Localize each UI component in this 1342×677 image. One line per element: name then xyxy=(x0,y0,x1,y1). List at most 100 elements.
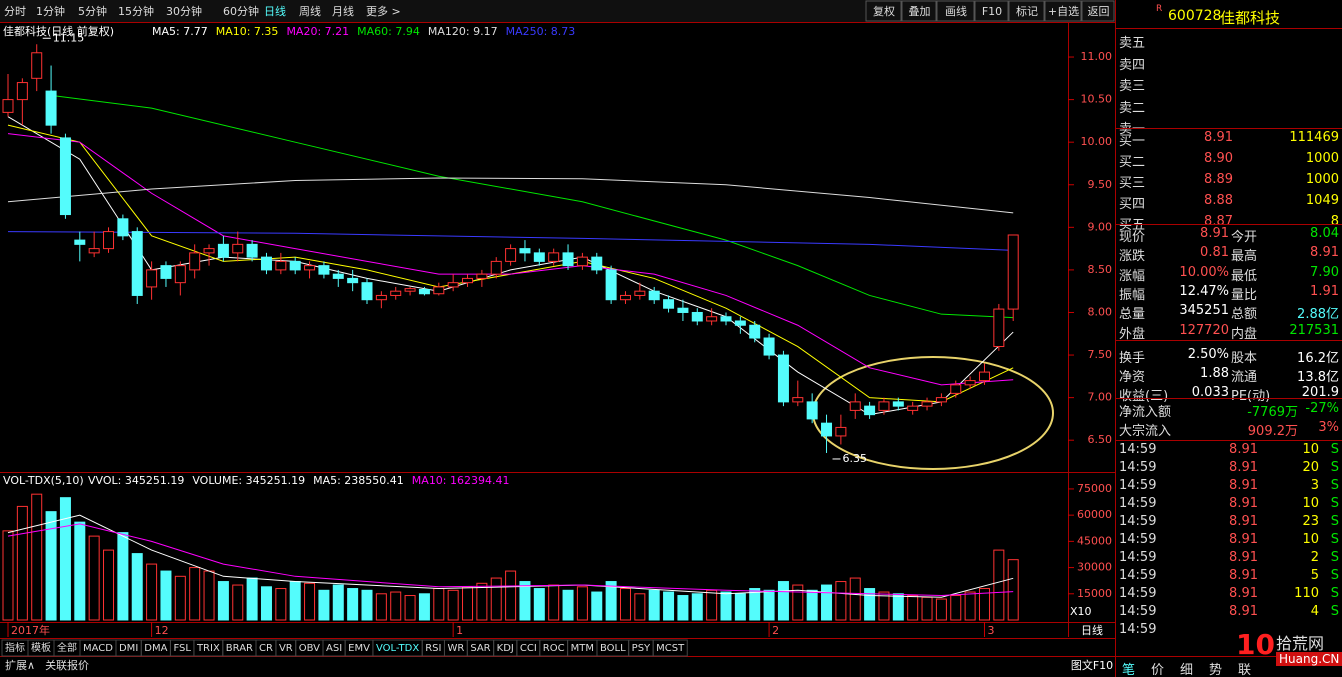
flow-value: 909.2万 xyxy=(1247,424,1298,439)
indicator-tab[interactable]: WR xyxy=(447,643,464,654)
toolbar-button[interactable]: 标记 xyxy=(1016,4,1038,18)
candle-body xyxy=(347,277,359,284)
trade-time: 14:59 xyxy=(1119,478,1157,493)
toolbar-button[interactable]: +自选 xyxy=(1048,5,1079,18)
trade-volume: 10 xyxy=(1302,532,1319,547)
candle-body xyxy=(361,282,373,301)
sell-label: 卖二 xyxy=(1119,100,1146,116)
indicator-tab[interactable]: MACD xyxy=(83,643,113,654)
toolbar-button[interactable]: F10 xyxy=(982,5,1002,18)
candle-body xyxy=(634,290,646,296)
f10-button[interactable]: 图文F10 xyxy=(1071,658,1113,672)
stat-label: 振幅 xyxy=(1119,287,1146,303)
trade-volume: 2 xyxy=(1310,550,1319,565)
toolbar-box xyxy=(936,0,975,22)
indicator-tab[interactable]: TRIX xyxy=(196,643,220,654)
indicator-tab[interactable]: DMI xyxy=(119,643,138,654)
indicator-tab[interactable]: CR xyxy=(259,643,273,654)
panel-tab[interactable]: 笔 xyxy=(1122,663,1136,677)
indicator-tab[interactable]: ASI xyxy=(326,643,342,654)
toolbar-button[interactable]: 月线 xyxy=(332,4,354,18)
y-tick-label: 9.50 xyxy=(1088,178,1113,191)
toolbar-button[interactable]: 5分钟 xyxy=(78,4,107,18)
indicator-tab[interactable]: 全部 xyxy=(57,641,77,654)
indicator-tab[interactable]: RSI xyxy=(425,643,441,654)
indicator-tab[interactable]: KDJ xyxy=(497,643,514,654)
volume-bar xyxy=(189,567,201,621)
toolbar-button[interactable]: 画线 xyxy=(945,4,967,18)
volume-bar xyxy=(404,595,416,621)
toolbar-button[interactable]: 1分钟 xyxy=(36,4,65,18)
indicator-tab[interactable]: CCI xyxy=(520,643,537,654)
period-label[interactable]: 日线 xyxy=(1081,623,1103,637)
trade-price: 8.91 xyxy=(1229,586,1258,601)
panel-tab[interactable]: 联 xyxy=(1238,663,1252,677)
candle-body xyxy=(978,371,990,382)
trade-time: 14:59 xyxy=(1119,604,1157,619)
volume-bar xyxy=(562,589,574,621)
ma-legend: MA60: 7.94 xyxy=(357,25,420,38)
x-tick-label: 2 xyxy=(772,624,779,637)
candle-body xyxy=(777,354,789,403)
volume-bar xyxy=(117,532,129,621)
volume-bar xyxy=(950,595,962,621)
bottom-tab[interactable]: 关联报价 xyxy=(45,658,89,672)
trade-time: 14:59 xyxy=(1119,550,1157,565)
ma-line xyxy=(51,94,1014,319)
candle-body xyxy=(993,308,1005,348)
trade-side: S xyxy=(1330,586,1339,601)
stat-value: 12.47% xyxy=(1179,283,1229,299)
toolbar-button[interactable]: 15分钟 xyxy=(118,4,154,18)
extreme-label: 11.15 xyxy=(53,31,85,44)
trade-side: S xyxy=(1330,568,1339,583)
candle-body xyxy=(88,248,100,254)
toolbar-button[interactable]: 叠加 xyxy=(909,5,931,18)
ma-legend: MA5: 7.77 xyxy=(152,25,208,38)
volume-bar xyxy=(31,493,43,621)
stat-label: 换手 xyxy=(1119,350,1146,366)
stat-value: 0.033 xyxy=(1191,385,1229,401)
indicator-tab[interactable]: VR xyxy=(279,643,293,654)
toolbar-button[interactable]: 60分钟 xyxy=(223,4,259,18)
candle-body xyxy=(404,288,416,292)
volume-bar xyxy=(505,570,517,621)
indicator-tab[interactable]: DMA xyxy=(144,643,167,654)
indicator-tab[interactable]: BRAR xyxy=(226,643,253,654)
indicator-tab[interactable]: BOLL xyxy=(600,643,626,654)
indicator-tab[interactable]: EMV xyxy=(348,643,370,654)
indicator-tab[interactable]: MTM xyxy=(571,643,594,654)
ma-legend: MA250: 8.73 xyxy=(506,25,576,38)
x-tick-label: 12 xyxy=(155,624,169,637)
toolbar-box xyxy=(901,0,937,22)
candle-body xyxy=(935,397,947,403)
indicator-tab[interactable]: 模板 xyxy=(31,641,51,654)
toolbar-button[interactable]: 返回 xyxy=(1088,5,1110,18)
trade-volume: 5 xyxy=(1310,568,1319,583)
panel-tab[interactable]: 细 xyxy=(1180,663,1194,677)
trade-price: 8.91 xyxy=(1229,532,1258,547)
toolbar-button[interactable]: 更多 > xyxy=(366,4,401,18)
indicator-tab[interactable]: MCST xyxy=(656,643,685,654)
panel-tab[interactable]: 势 xyxy=(1209,663,1223,677)
candle-body xyxy=(189,252,201,271)
indicator-tab[interactable]: 指标 xyxy=(5,641,25,654)
toolbar-button[interactable]: 分时 xyxy=(4,5,26,18)
toolbar-button[interactable]: 复权 xyxy=(873,4,895,18)
toolbar-button[interactable]: 30分钟 xyxy=(166,4,202,18)
indicator-tab[interactable]: PSY xyxy=(632,643,651,654)
indicator-tab[interactable]: ROC xyxy=(543,643,565,654)
candle-body xyxy=(447,282,459,288)
indicator-tab[interactable]: OBV xyxy=(299,643,320,654)
candle-body xyxy=(749,324,761,339)
indicator-tab[interactable]: FSL xyxy=(173,643,191,654)
toolbar-button[interactable]: 周线 xyxy=(299,4,321,18)
trade-volume: 10 xyxy=(1302,442,1319,457)
panel-tab[interactable]: 价 xyxy=(1151,663,1165,677)
volume-bar xyxy=(691,593,703,621)
buy-label: 买五 xyxy=(1119,218,1146,233)
bottom-tab[interactable]: 扩展∧ xyxy=(5,658,35,672)
volume-bar xyxy=(2,530,14,621)
indicator-tab[interactable]: SAR xyxy=(470,643,490,654)
toolbar-button[interactable]: 日线 xyxy=(264,4,286,18)
indicator-tab[interactable]: VOL-TDX xyxy=(376,643,419,654)
